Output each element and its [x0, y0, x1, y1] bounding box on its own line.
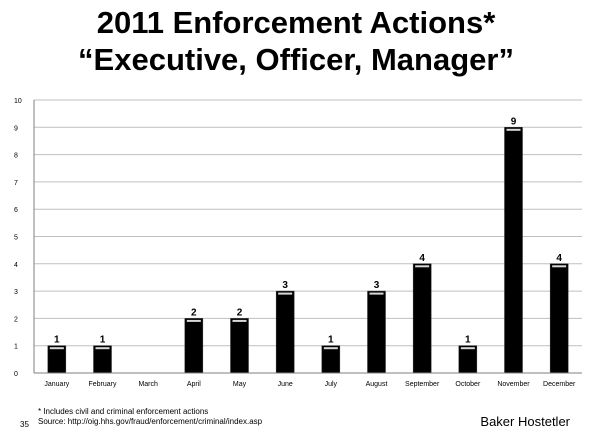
slide-number: 35	[20, 420, 29, 429]
y-tick-label: 10	[14, 98, 22, 105]
y-tick-label: 8	[14, 153, 18, 160]
data-label: 3	[374, 280, 380, 291]
x-tick-label: March	[138, 381, 158, 388]
bar-highlight	[552, 265, 567, 268]
x-tick-label: April	[187, 381, 201, 388]
bar-highlight	[323, 347, 338, 350]
bar	[93, 345, 112, 374]
title-line-1: 2011 Enforcement Actions*	[96, 5, 496, 40]
y-tick-label: 2	[14, 316, 18, 323]
y-tick-label: 5	[14, 235, 18, 242]
y-tick-label: 3	[14, 289, 18, 296]
bar	[275, 290, 295, 374]
data-label: 1	[54, 335, 60, 346]
bar-highlight	[369, 292, 384, 295]
x-tick-label: February	[88, 381, 117, 388]
bar	[230, 318, 249, 374]
data-label: 1	[465, 335, 471, 346]
bar-highlight	[95, 347, 110, 350]
y-tick-label: 9	[14, 125, 18, 132]
slide-title: 2011 Enforcement Actions* “Executive, Of…	[0, 4, 592, 78]
data-label: 2	[237, 307, 243, 318]
x-tick-label: December	[543, 381, 576, 388]
title-line-2: “Executive, Officer, Manager”	[78, 42, 514, 77]
footnote-line-2: Source: http://oig.hhs.gov/fraud/enforce…	[38, 417, 263, 426]
footnote: * Includes civil and criminal enforcemen…	[38, 407, 262, 427]
bar	[321, 345, 341, 374]
y-axis-tick-labels: 0 1 2 3 4 5 6 7 8 9 10	[14, 98, 22, 378]
bar	[412, 263, 432, 374]
footnote-line-1: * Includes civil and criminal enforcemen…	[38, 407, 209, 416]
bar	[549, 263, 569, 374]
y-tick-label: 1	[14, 344, 18, 351]
y-tick-label: 6	[14, 207, 18, 214]
y-tick-label: 0	[14, 371, 18, 378]
data-label: 2	[191, 307, 197, 318]
data-label: 1	[328, 335, 334, 346]
data-labels: 1 1 2 2 3 1 3 4 1 9 4	[54, 116, 562, 345]
bar-highlight	[415, 265, 430, 268]
bar-highlight	[506, 128, 521, 131]
data-label: 4	[419, 253, 425, 264]
x-tick-label: September	[405, 381, 440, 388]
bar-highlight	[232, 319, 247, 322]
y-tick-label: 4	[14, 262, 18, 269]
bar-highlight	[460, 347, 475, 350]
bars	[47, 127, 569, 374]
bar	[47, 345, 67, 374]
bar-highlight	[186, 319, 201, 322]
data-label: 1	[100, 335, 106, 346]
x-tick-label: January	[44, 381, 69, 388]
bar-highlight	[49, 347, 64, 350]
bar	[504, 127, 523, 374]
data-label: 4	[556, 253, 562, 264]
data-label: 3	[282, 280, 288, 291]
y-tick-label: 7	[14, 180, 18, 187]
x-tick-label: June	[278, 381, 293, 388]
bar	[184, 318, 204, 374]
data-label: 9	[511, 116, 517, 127]
x-tick-label: November	[497, 381, 530, 388]
x-tick-label: October	[455, 381, 481, 388]
brand-name: Baker Hostetler	[480, 414, 570, 429]
bar	[458, 345, 478, 374]
x-tick-label: August	[366, 381, 388, 388]
x-tick-label: July	[325, 381, 338, 388]
bar-highlight	[278, 292, 293, 295]
x-tick-label: May	[233, 381, 247, 388]
x-axis-tick-labels: January February March April May June July Augu…	[44, 381, 576, 388]
grid-lines	[34, 99, 582, 347]
bar	[367, 290, 386, 374]
